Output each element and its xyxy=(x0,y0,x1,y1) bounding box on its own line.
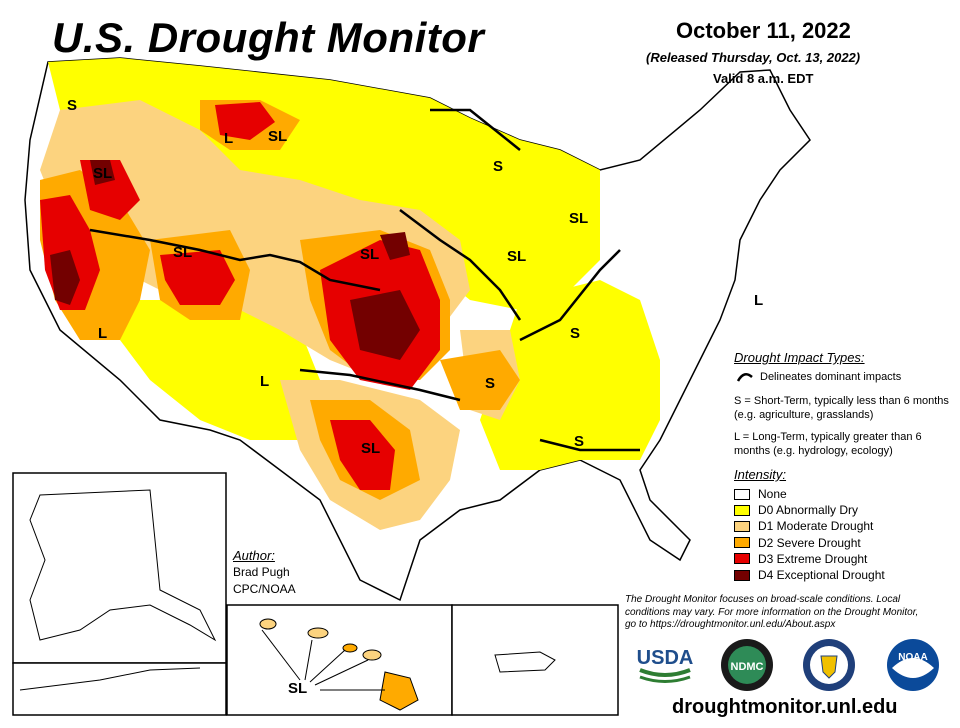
map-label: L xyxy=(98,325,108,342)
map-label: SL xyxy=(361,440,381,457)
impact-long-term: L = Long-Term, typically greater than 6 … xyxy=(734,431,922,457)
noaa-logo-text: NOAA xyxy=(898,652,927,663)
commerce-seal-icon[interactable] xyxy=(802,638,856,692)
map-label: L xyxy=(754,292,764,309)
impact-line-desc: Delineates dominant impacts xyxy=(760,371,902,383)
usda-logo[interactable]: USDA xyxy=(636,640,694,686)
website-url[interactable]: droughtmonitor.unl.edu xyxy=(672,696,898,718)
map-label: SL xyxy=(360,246,380,263)
author-name: Brad Pugh xyxy=(233,565,290,579)
legend-label: D1 Moderate Drought xyxy=(758,519,874,534)
noaa-logo[interactable]: NOAA xyxy=(886,638,940,692)
map-label: L xyxy=(224,130,234,147)
release-date: (Released Thursday, Oct. 13, 2022) xyxy=(646,50,861,65)
valid-time: Valid 8 a.m. EDT xyxy=(713,71,814,86)
map-label: L xyxy=(260,373,270,390)
map-label: SL xyxy=(288,680,308,697)
legend-swatch xyxy=(734,569,750,581)
ndmc-logo-text: NDMC xyxy=(731,661,764,673)
map-label: S xyxy=(570,325,581,342)
map-label: SL xyxy=(93,165,113,182)
impact-line-sample xyxy=(736,373,753,382)
intensity-title: Intensity: xyxy=(734,467,787,482)
ndmc-logo[interactable]: NDMC xyxy=(720,638,774,692)
map-label: SL xyxy=(268,128,288,145)
legend-row: None xyxy=(734,486,885,502)
map-label: SL xyxy=(173,244,193,261)
map-label: S xyxy=(493,158,504,175)
impact-short-term: S = Short-Term, typically less than 6 mo… xyxy=(734,395,949,421)
legend-swatch xyxy=(734,537,750,549)
map-label: SL xyxy=(507,248,527,265)
author-org: CPC/NOAA xyxy=(233,582,296,596)
map-label: S xyxy=(574,433,585,450)
legend-swatch xyxy=(734,520,750,532)
map-label: SL xyxy=(569,210,589,227)
legend-label: D2 Severe Drought xyxy=(758,535,861,550)
legend-row: D2 Severe Drought xyxy=(734,535,885,551)
legend-row: D4 Exceptional Drought xyxy=(734,567,885,583)
author-heading: Author: xyxy=(233,548,275,563)
report-date: October 11, 2022 xyxy=(676,18,851,43)
legend-swatch xyxy=(734,553,750,565)
legend-row: D0 Abnormally Dry xyxy=(734,502,885,518)
disclaimer-text: The Drought Monitor focuses on broad-sca… xyxy=(625,594,919,630)
legend-label: None xyxy=(758,487,787,502)
map-label: S xyxy=(485,375,496,392)
map-label: S xyxy=(67,97,78,114)
page-title: U.S. Drought Monitor xyxy=(52,14,485,61)
impact-types-title: Drought Impact Types: xyxy=(734,350,865,365)
legend-label: D4 Exceptional Drought xyxy=(758,568,885,583)
intensity-legend: None D0 Abnormally Dry D1 Moderate Droug… xyxy=(734,486,885,583)
usda-logo-text: USDA xyxy=(637,647,694,669)
alaska-aleutian-inset xyxy=(12,662,227,716)
legend-swatch xyxy=(734,488,750,500)
legend-row: D1 Moderate Drought xyxy=(734,518,885,534)
legend-swatch xyxy=(734,504,750,516)
legend-row: D3 Extreme Drought xyxy=(734,551,885,567)
legend-label: D0 Abnormally Dry xyxy=(758,503,859,518)
legend-label: D3 Extreme Drought xyxy=(758,551,868,566)
